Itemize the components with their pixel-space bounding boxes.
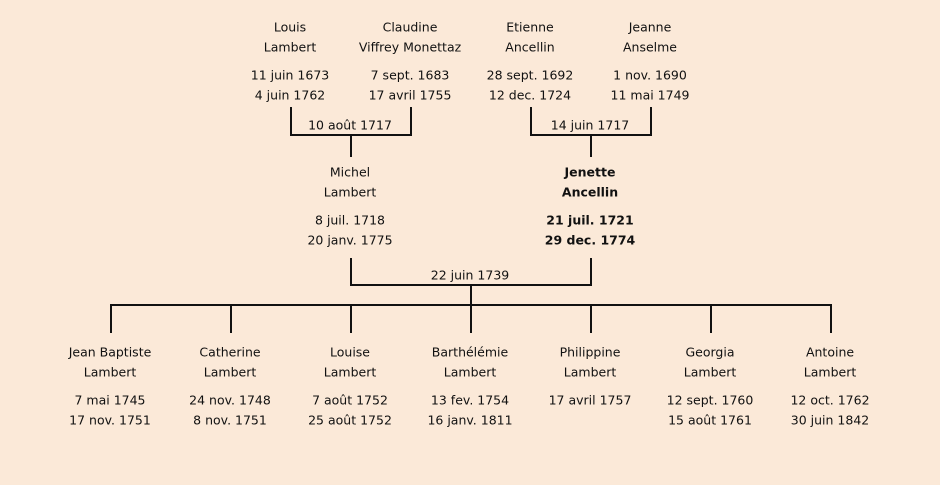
person-first-name: Catherine xyxy=(199,344,261,360)
person-first-name: Philippine xyxy=(559,344,621,360)
person-birth-date: 7 sept. 1683 xyxy=(370,67,450,83)
person-last-name: Ancellin xyxy=(561,184,619,200)
person-first-name: Jenette xyxy=(564,164,616,180)
person-last-name: Lambert xyxy=(263,39,317,55)
person-last-name: Lambert xyxy=(83,364,137,380)
person-birth-date: 21 juil. 1721 xyxy=(546,212,634,228)
person-last-name: Anselme xyxy=(622,39,678,55)
person-death-date: 8 nov. 1751 xyxy=(193,412,267,428)
person-last-name: Lambert xyxy=(323,184,377,200)
person-birth-date: 12 oct. 1762 xyxy=(790,392,870,408)
person-birth-date: 11 juin 1673 xyxy=(250,67,330,83)
person-last-name: Lambert xyxy=(563,364,617,380)
person-first-name: Jean Baptiste xyxy=(68,344,152,360)
person-birth-date: 17 avril 1757 xyxy=(548,392,632,408)
person-last-name: Ancellin xyxy=(505,39,555,55)
person-death-date: 20 janv. 1775 xyxy=(307,232,393,248)
person-death-date: 4 juin 1762 xyxy=(254,87,326,103)
marriage-date: 22 juin 1739 xyxy=(430,267,510,283)
person-death-date: 16 janv. 1811 xyxy=(427,412,513,428)
person-death-date: 11 mai 1749 xyxy=(610,87,690,103)
person-birth-date: 24 nov. 1748 xyxy=(189,392,271,408)
person-first-name: Etienne xyxy=(506,19,554,35)
person-last-name: Lambert xyxy=(323,364,377,380)
person-birth-date: 12 sept. 1760 xyxy=(666,392,754,408)
person-last-name: Lambert xyxy=(443,364,497,380)
person-death-date: 29 dec. 1774 xyxy=(544,232,636,248)
person-last-name: Lambert xyxy=(803,364,857,380)
person-first-name: Claudine xyxy=(382,19,438,35)
person-last-name: Viffrey Monettaz xyxy=(358,39,462,55)
person-last-name: Lambert xyxy=(203,364,257,380)
person-death-date: 17 avril 1755 xyxy=(368,87,452,103)
person-last-name: Lambert xyxy=(683,364,737,380)
person-birth-date: 7 août 1752 xyxy=(312,392,388,408)
person-death-date: 15 août 1761 xyxy=(668,412,752,428)
person-birth-date: 7 mai 1745 xyxy=(74,392,146,408)
person-first-name: Georgia xyxy=(685,344,735,360)
person-death-date: 25 août 1752 xyxy=(308,412,392,428)
person-first-name: Barthélémie xyxy=(431,344,509,360)
person-first-name: Jeanne xyxy=(628,19,672,35)
marriage-date: 14 juin 1717 xyxy=(550,117,630,133)
person-birth-date: 8 juil. 1718 xyxy=(314,212,386,228)
person-death-date: 17 nov. 1751 xyxy=(69,412,151,428)
person-death-date: 12 dec. 1724 xyxy=(488,87,572,103)
person-first-name: Louis xyxy=(273,19,307,35)
person-death-date: 30 juin 1842 xyxy=(790,412,870,428)
person-birth-date: 28 sept. 1692 xyxy=(486,67,574,83)
person-birth-date: 1 nov. 1690 xyxy=(613,67,687,83)
person-birth-date: 13 fev. 1754 xyxy=(430,392,510,408)
person-first-name: Michel xyxy=(329,164,371,180)
person-first-name: Louise xyxy=(330,344,370,360)
person-first-name: Antoine xyxy=(805,344,855,360)
marriage-date: 10 août 1717 xyxy=(308,117,392,133)
